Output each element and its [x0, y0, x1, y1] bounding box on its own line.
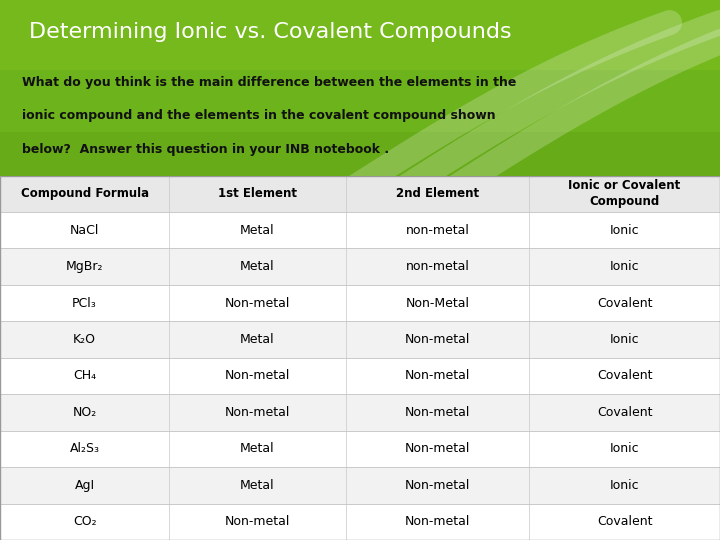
- Text: Non-metal: Non-metal: [405, 333, 470, 346]
- Text: Covalent: Covalent: [597, 369, 652, 382]
- Text: 1st Element: 1st Element: [218, 187, 297, 200]
- Text: What do you think is the main difference between the elements in the: What do you think is the main difference…: [22, 76, 516, 89]
- Text: Non-metal: Non-metal: [405, 442, 470, 455]
- Text: MgBr₂: MgBr₂: [66, 260, 104, 273]
- Text: Metal: Metal: [240, 260, 275, 273]
- Text: Non-metal: Non-metal: [225, 406, 290, 419]
- Text: Non-metal: Non-metal: [225, 369, 290, 382]
- Text: Non-metal: Non-metal: [225, 296, 290, 309]
- Text: Al₂S₃: Al₂S₃: [70, 442, 99, 455]
- Bar: [0, 212, 720, 248]
- Text: non-metal: non-metal: [405, 260, 469, 273]
- Text: Non-metal: Non-metal: [225, 515, 290, 528]
- Text: K₂O: K₂O: [73, 333, 96, 346]
- Text: Covalent: Covalent: [597, 406, 652, 419]
- Text: Metal: Metal: [240, 224, 275, 237]
- Text: CO₂: CO₂: [73, 515, 96, 528]
- Bar: [0, 394, 720, 431]
- Text: PCl₃: PCl₃: [72, 296, 97, 309]
- Bar: [0, 431, 720, 467]
- Text: Compound Formula: Compound Formula: [21, 187, 148, 200]
- Text: Non-metal: Non-metal: [405, 479, 470, 492]
- Bar: [0, 321, 720, 357]
- Text: NaCl: NaCl: [70, 224, 99, 237]
- Bar: [0, 503, 720, 540]
- Bar: [0, 176, 720, 212]
- Text: NO₂: NO₂: [73, 406, 96, 419]
- Bar: [0, 132, 720, 176]
- Text: Metal: Metal: [240, 442, 275, 455]
- Text: 2nd Element: 2nd Element: [396, 187, 479, 200]
- Text: below?  Answer this question in your INB notebook .: below? Answer this question in your INB …: [22, 143, 389, 156]
- Text: Non-metal: Non-metal: [405, 369, 470, 382]
- Bar: [0, 358, 720, 394]
- Text: Non-metal: Non-metal: [405, 406, 470, 419]
- Text: Metal: Metal: [240, 333, 275, 346]
- Text: Ionic: Ionic: [610, 442, 639, 455]
- Text: Determining Ionic vs. Covalent Compounds: Determining Ionic vs. Covalent Compounds: [29, 22, 511, 42]
- Text: ionic compound and the elements in the covalent compound shown: ionic compound and the elements in the c…: [22, 109, 495, 123]
- Text: Covalent: Covalent: [597, 515, 652, 528]
- Text: non-metal: non-metal: [405, 224, 469, 237]
- Text: Ionic: Ionic: [610, 224, 639, 237]
- Bar: [0, 467, 720, 503]
- Text: Ionic: Ionic: [610, 260, 639, 273]
- Bar: [0, 285, 720, 321]
- Text: CH₄: CH₄: [73, 369, 96, 382]
- Text: Ionic: Ionic: [610, 479, 639, 492]
- Text: Non-metal: Non-metal: [405, 515, 470, 528]
- Text: Ionic: Ionic: [610, 333, 639, 346]
- Text: Metal: Metal: [240, 479, 275, 492]
- Text: AgI: AgI: [75, 479, 94, 492]
- Text: Ionic or Covalent
Compound: Ionic or Covalent Compound: [569, 179, 680, 208]
- Bar: [0, 0, 720, 70]
- Text: Covalent: Covalent: [597, 296, 652, 309]
- Text: Non-Metal: Non-Metal: [405, 296, 469, 309]
- Bar: [0, 248, 720, 285]
